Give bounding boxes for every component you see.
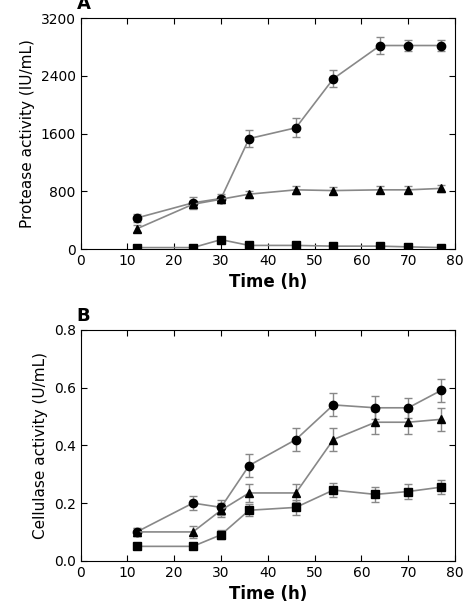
Text: A: A [77,0,91,13]
Y-axis label: Cellulase activity (U/mL): Cellulase activity (U/mL) [33,352,48,539]
Y-axis label: Protease activity (IU/mL): Protease activity (IU/mL) [20,39,35,228]
X-axis label: Time (h): Time (h) [228,273,307,291]
Text: B: B [77,308,91,325]
X-axis label: Time (h): Time (h) [228,585,307,603]
